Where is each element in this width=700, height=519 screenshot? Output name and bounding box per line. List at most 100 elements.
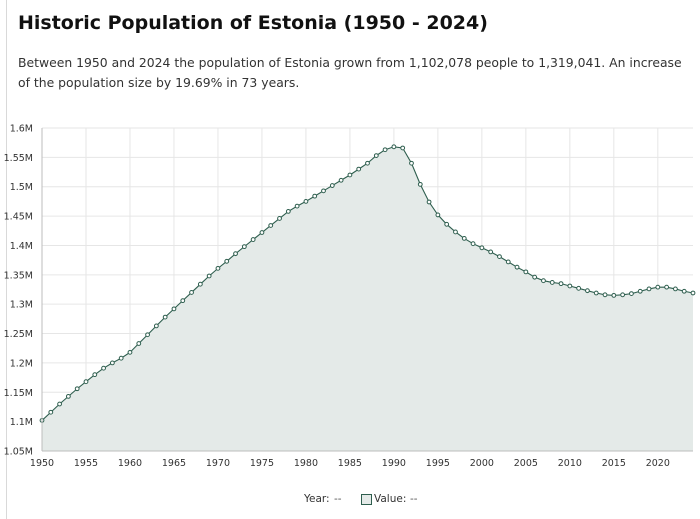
- data-point[interactable]: [74, 386, 80, 392]
- data-point[interactable]: [206, 273, 212, 279]
- data-point[interactable]: [505, 259, 511, 265]
- data-point[interactable]: [118, 355, 124, 361]
- data-point[interactable]: [532, 274, 538, 280]
- data-point[interactable]: [646, 286, 652, 292]
- data-point[interactable]: [48, 409, 54, 415]
- y-tick-label: 1.25M: [4, 329, 33, 340]
- data-point[interactable]: [145, 332, 150, 338]
- x-tick-label: 1990: [382, 458, 406, 469]
- x-tick-label: 1970: [206, 458, 230, 469]
- data-point[interactable]: [637, 288, 643, 294]
- data-point[interactable]: [576, 285, 582, 291]
- data-point[interactable]: [224, 258, 230, 264]
- data-point[interactable]: [321, 188, 326, 194]
- data-point[interactable]: [65, 393, 71, 399]
- data-point[interactable]: [488, 249, 494, 255]
- x-tick-label: 2010: [558, 458, 582, 469]
- data-point[interactable]: [241, 244, 247, 250]
- data-point[interactable]: [365, 160, 370, 166]
- data-point[interactable]: [593, 290, 599, 296]
- data-point[interactable]: [541, 278, 546, 284]
- data-point[interactable]: [629, 291, 634, 297]
- data-point[interactable]: [347, 172, 353, 178]
- data-point[interactable]: [444, 221, 450, 227]
- data-point[interactable]: [136, 341, 142, 346]
- data-point[interactable]: [329, 183, 335, 188]
- data-point[interactable]: [294, 203, 300, 209]
- data-point[interactable]: [268, 223, 274, 228]
- data-point[interactable]: [497, 254, 502, 260]
- data-point[interactable]: [83, 379, 89, 385]
- y-tick-label: 1.45M: [4, 212, 33, 223]
- data-point[interactable]: [611, 292, 617, 298]
- data-point[interactable]: [171, 306, 177, 312]
- x-tick-label: 2015: [602, 458, 626, 469]
- legend-year-value: --: [334, 493, 342, 505]
- data-point[interactable]: [602, 292, 608, 298]
- x-tick-label: 1995: [426, 458, 450, 469]
- data-point[interactable]: [417, 181, 423, 187]
- data-point[interactable]: [277, 216, 282, 221]
- x-tick-label: 1975: [250, 458, 274, 469]
- data-point[interactable]: [461, 236, 467, 241]
- data-point[interactable]: [356, 166, 362, 172]
- data-point[interactable]: [250, 237, 256, 242]
- y-tick-label: 1.55M: [4, 153, 33, 164]
- data-point[interactable]: [233, 251, 238, 257]
- data-point[interactable]: [426, 199, 432, 205]
- data-point[interactable]: [479, 245, 485, 251]
- data-point[interactable]: [453, 229, 458, 235]
- data-point[interactable]: [470, 241, 476, 247]
- y-tick-label: 1.05M: [4, 447, 33, 458]
- data-point[interactable]: [373, 153, 379, 158]
- data-point[interactable]: [681, 288, 687, 294]
- data-point[interactable]: [338, 177, 344, 183]
- data-point[interactable]: [312, 193, 318, 199]
- x-tick-label: 2020: [646, 458, 670, 469]
- population-area-chart[interactable]: 1.05M 1.1M 1.15M 1.2M 1.25M 1.3M 1.35M 1.4M 1.45…: [0, 110, 700, 480]
- population-summary: Between 1950 and 2024 the population of …: [18, 55, 682, 90]
- data-point[interactable]: [285, 208, 291, 214]
- data-point[interactable]: [303, 199, 309, 204]
- data-point[interactable]: [259, 230, 265, 235]
- population-area-fill: [42, 146, 693, 451]
- x-tick-label: 1965: [162, 458, 186, 469]
- data-point[interactable]: [197, 281, 203, 287]
- data-point[interactable]: [391, 144, 397, 150]
- data-point[interactable]: [558, 281, 564, 287]
- data-point[interactable]: [162, 314, 168, 320]
- data-point[interactable]: [400, 145, 406, 151]
- legend-year-label: Year:: [304, 493, 330, 505]
- x-tick-label: 2005: [514, 458, 538, 469]
- data-point[interactable]: [620, 292, 626, 298]
- data-point[interactable]: [127, 349, 133, 355]
- data-point[interactable]: [382, 147, 388, 153]
- x-tick-label: 1955: [74, 458, 98, 469]
- data-point[interactable]: [514, 264, 520, 270]
- data-point[interactable]: [57, 401, 62, 407]
- data-point[interactable]: [567, 283, 573, 289]
- y-tick-label: 1.2M: [10, 358, 33, 369]
- data-point[interactable]: [101, 365, 106, 371]
- y-tick-label: 1.4M: [10, 241, 33, 252]
- data-point[interactable]: [435, 212, 441, 218]
- data-point[interactable]: [549, 280, 555, 285]
- data-point[interactable]: [109, 360, 115, 366]
- data-point[interactable]: [690, 290, 696, 296]
- data-point[interactable]: [664, 284, 670, 290]
- legend-value-value: --: [410, 493, 418, 505]
- data-point[interactable]: [92, 372, 98, 378]
- data-point[interactable]: [523, 269, 529, 275]
- data-point[interactable]: [655, 284, 661, 290]
- data-point[interactable]: [215, 265, 221, 271]
- data-point[interactable]: [673, 286, 678, 292]
- y-tick-label: 1.15M: [4, 388, 33, 399]
- data-point[interactable]: [153, 323, 159, 329]
- data-point[interactable]: [409, 160, 414, 166]
- data-point[interactable]: [189, 290, 194, 295]
- y-tick-label: 1.1M: [10, 417, 33, 428]
- data-point[interactable]: [180, 298, 186, 304]
- chart-axes: 1.05M 1.1M 1.15M 1.2M 1.25M 1.3M 1.35M 1.4M 1.45…: [4, 124, 693, 469]
- data-point[interactable]: [585, 288, 590, 294]
- chart-points-layer[interactable]: [39, 144, 696, 423]
